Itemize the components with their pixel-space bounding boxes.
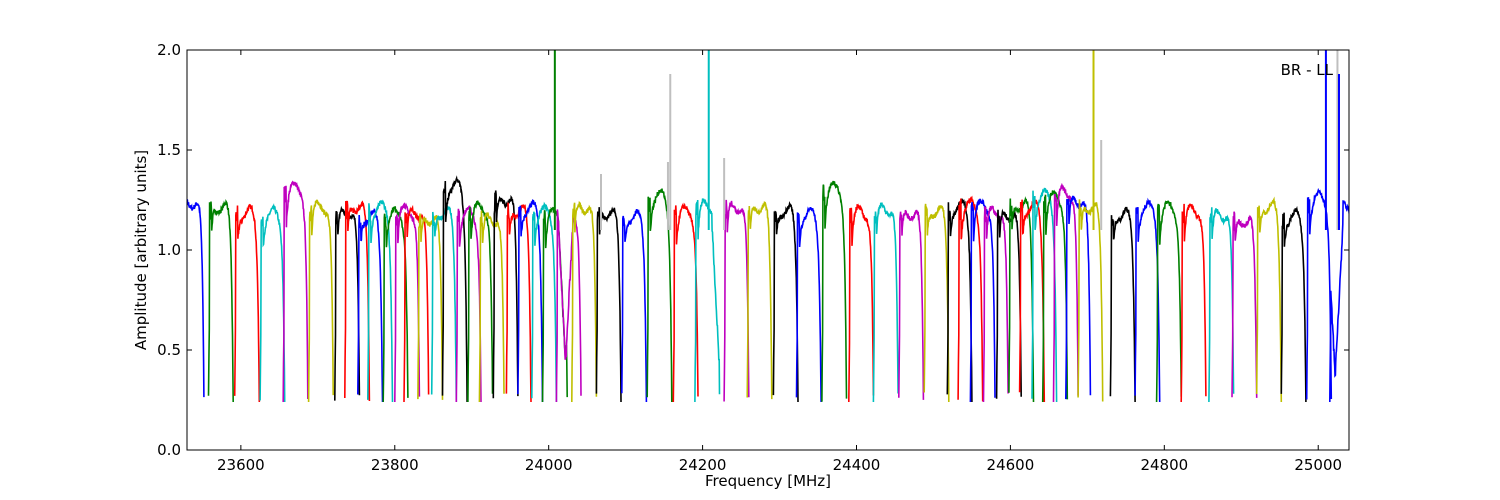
line-segment	[848, 203, 875, 403]
line-segment	[417, 213, 444, 400]
line-segment	[1155, 200, 1182, 403]
line-series-group	[187, 50, 1349, 403]
line-segment	[344, 200, 371, 402]
line-segment	[187, 198, 205, 398]
x-tick-label: 23600	[217, 456, 265, 474]
line-segment	[898, 209, 925, 400]
plot-frame	[186, 49, 1350, 451]
line-segment	[1109, 206, 1136, 403]
line-segment	[1077, 199, 1104, 402]
y-tick-label: 0.5	[157, 341, 181, 359]
line-segment	[1329, 200, 1349, 403]
line-segment	[621, 209, 648, 403]
x-axis-label: Frequency [MHz]	[705, 472, 831, 490]
line-segment	[478, 210, 505, 403]
y-axis: 0.0 0.5 1.0 1.5 2.0	[157, 41, 1349, 459]
line-segment	[492, 190, 519, 399]
line-segment	[555, 209, 582, 403]
x-tick-label: 24800	[1140, 456, 1188, 474]
line-segment	[957, 195, 984, 402]
line-segment	[1280, 205, 1307, 403]
y-tick-label: 2.0	[157, 41, 181, 59]
line-segment	[531, 201, 558, 403]
line-segment	[723, 199, 750, 402]
line-segment	[672, 202, 699, 403]
line-segment	[969, 198, 996, 403]
line-segment	[923, 203, 950, 403]
x-tick-label: 25000	[1294, 456, 1342, 474]
x-tick-label: 24200	[679, 456, 727, 474]
line-segment	[1305, 187, 1333, 400]
line-segment	[1018, 199, 1046, 403]
line-segment	[772, 200, 799, 403]
y-tick-label: 1.5	[157, 141, 181, 159]
line-segment	[872, 202, 899, 403]
line-segment	[1180, 203, 1207, 403]
line-segment	[1255, 196, 1283, 403]
line-segment	[467, 200, 494, 403]
line-segment	[595, 206, 622, 403]
line-segment	[367, 199, 394, 403]
line-segment	[982, 205, 1009, 403]
line-segment	[1041, 189, 1069, 403]
line-segment	[207, 198, 234, 403]
line-segment	[455, 205, 482, 403]
line-segment	[233, 203, 261, 403]
line-segment	[821, 180, 848, 402]
line-segment	[1031, 187, 1058, 403]
line-segment	[403, 204, 430, 403]
line-segment	[259, 203, 286, 403]
line-segment	[307, 199, 334, 403]
y-axis-label: Amplitude [arbitrary units]	[132, 150, 150, 350]
line-segment	[694, 198, 721, 403]
line-segment	[1231, 211, 1258, 398]
annotation-label: BR - LL	[1281, 61, 1334, 79]
x-axis: 23600 23800 24000 24200 24400 24600 24800 25000	[217, 50, 1342, 474]
line-segment	[571, 200, 598, 403]
line-segment	[795, 206, 822, 403]
y-tick-label: 0.0	[157, 441, 181, 459]
line-segment	[1208, 207, 1235, 403]
line-segment	[441, 175, 468, 403]
line-segment	[394, 202, 421, 403]
line-segment	[1134, 197, 1161, 403]
line-segment	[334, 205, 361, 401]
line-segment	[382, 206, 409, 403]
line-segment	[995, 208, 1022, 399]
y-tick-label: 1.0	[157, 241, 181, 259]
line-segment	[282, 180, 309, 403]
line-segment	[1052, 182, 1079, 403]
line-segment	[746, 201, 773, 400]
x-tick-label: 24400	[833, 456, 881, 474]
x-tick-label: 23800	[371, 456, 419, 474]
x-tick-label: 24000	[525, 456, 573, 474]
line-segment	[517, 199, 544, 403]
x-tick-label: 24600	[987, 456, 1035, 474]
